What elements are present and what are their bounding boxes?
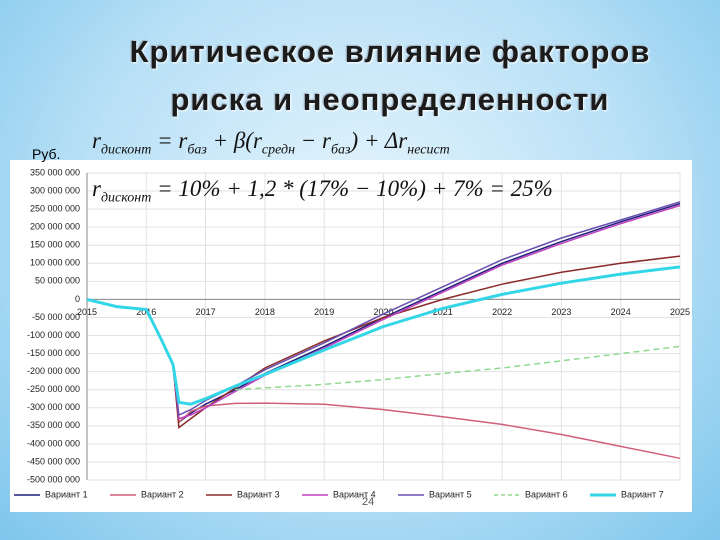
legend-label: Вариант 5: [429, 489, 472, 499]
y-tick-label: 300 000 000: [30, 185, 80, 195]
formula-subscript: дисконт: [100, 142, 152, 158]
formula-subscript: средн: [261, 142, 296, 158]
formula-text: − r: [295, 128, 332, 153]
y-tick-label: -50 000 000: [32, 312, 80, 322]
y-tick-label: 0: [75, 294, 80, 304]
y-tick-label: -150 000 000: [27, 348, 80, 358]
y-tick-label: 100 000 000: [30, 258, 80, 268]
y-tick-label: -500 000 000: [27, 474, 80, 484]
formula-subscript: баз: [331, 142, 351, 158]
formula-subscript: несист: [407, 142, 450, 158]
formula-text: = 10% + 1,2 * (17% − 10%) + 7% = 25%: [151, 176, 553, 201]
legend-label: Вариант 6: [525, 489, 568, 499]
y-tick-label: -250 000 000: [27, 384, 80, 394]
formula-text: + β(r: [206, 128, 262, 153]
y-tick-label: 350 000 000: [30, 167, 80, 177]
formula-text: r: [92, 128, 101, 153]
formula: rдисконт = rбаз + β(rсредн − rбаз) + Δrн…: [92, 128, 450, 159]
legend-label: Вариант 4: [333, 489, 376, 499]
formula-text: r: [92, 176, 101, 201]
formula-text: ) + Δr: [350, 128, 408, 153]
formula-subscript: баз: [187, 142, 207, 158]
y-tick-label: 50 000 000: [35, 276, 80, 286]
page-number: 24: [362, 496, 375, 508]
x-tick-label: 2024: [611, 307, 631, 317]
x-tick-label: 2019: [314, 307, 334, 317]
legend-label: Вариант 2: [141, 489, 184, 499]
y-tick-label: 150 000 000: [30, 240, 80, 250]
y-tick-label: -400 000 000: [27, 438, 80, 448]
unit-label: Руб.: [32, 146, 61, 162]
x-tick-label: 2020: [373, 307, 393, 317]
formula-subscript: дисконт: [100, 190, 152, 206]
y-tick-label: -100 000 000: [27, 330, 80, 340]
legend-label: Вариант 7: [621, 489, 664, 499]
line-series: [86, 265, 681, 406]
x-tick-label: 2022: [492, 307, 512, 317]
x-tick-label: 2017: [196, 307, 216, 317]
y-tick-label: -200 000 000: [27, 366, 80, 376]
x-tick-label: 2018: [255, 307, 275, 317]
legend-label: Вариант 1: [45, 489, 88, 499]
legend-label: Вариант 3: [237, 489, 280, 499]
y-tick-label: -300 000 000: [27, 402, 80, 412]
formula: rдисконт = 10% + 1,2 * (17% − 10%) + 7% …: [92, 176, 553, 207]
y-tick-label: 250 000 000: [30, 203, 80, 213]
x-tick-label: 2021: [433, 307, 453, 317]
x-tick-label: 2025: [670, 307, 690, 317]
x-tick-label: 2023: [551, 307, 571, 317]
y-tick-label: -450 000 000: [27, 456, 80, 466]
slide-title: риска и неопределенности: [170, 82, 610, 117]
y-tick-label: 200 000 000: [30, 222, 80, 232]
y-tick-label: -350 000 000: [27, 420, 80, 430]
formula-text: = r: [151, 128, 188, 153]
slide-title: Критическое влияние факторов: [129, 34, 651, 69]
